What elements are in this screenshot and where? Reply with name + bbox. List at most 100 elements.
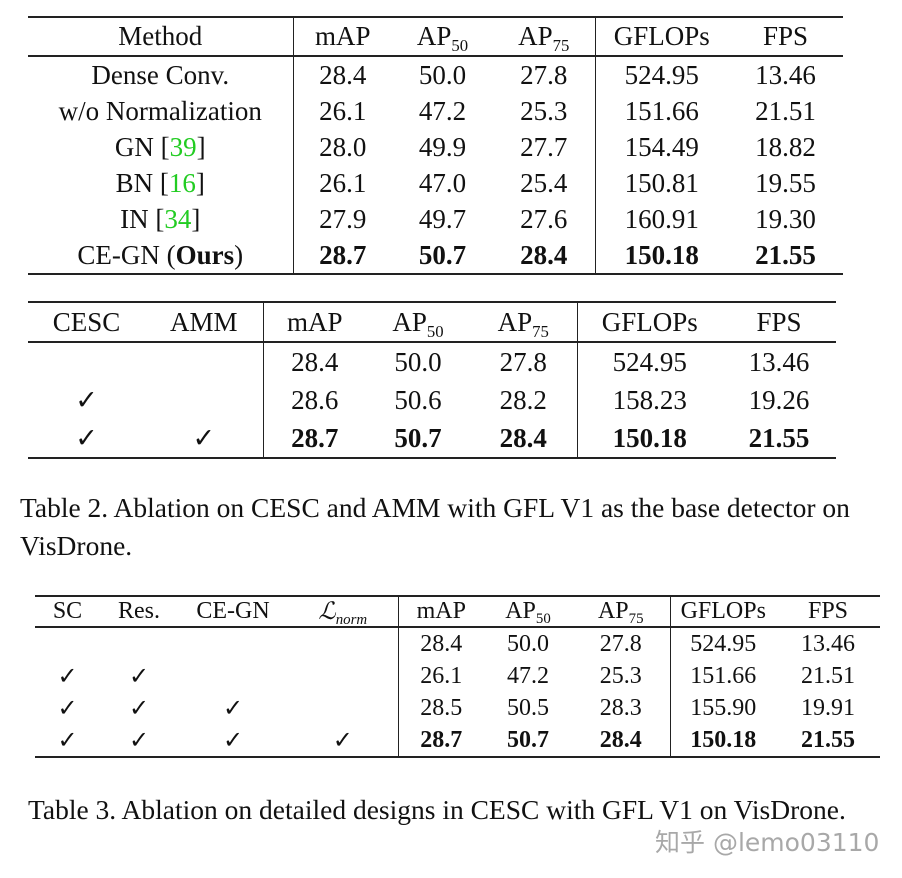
table-row: Dense Conv. 28.4 50.0 27.8 524.95 13.46 (28, 56, 843, 93)
method-name: w/o Normalization (58, 95, 262, 126)
method-highlight: Ours (175, 239, 235, 270)
value-cell: 150.18 (576, 419, 722, 458)
column-header: AP75 (493, 17, 595, 56)
value-cell: 50.7 (418, 239, 467, 270)
value-cell: 151.66 (594, 93, 728, 129)
header-subscript: 75 (552, 35, 570, 55)
value-cell: 27.7 (520, 131, 568, 162)
value-cell: 50.6 (394, 384, 442, 415)
column-header: FPS (776, 596, 880, 627)
column-header: Res. (100, 596, 178, 627)
value-cell: 26.1 (292, 93, 392, 129)
value-cell: 26.1 (292, 165, 392, 201)
header-text: AP (518, 21, 553, 51)
column-header: GFLOPs (576, 302, 722, 342)
citation-link[interactable]: 16 (168, 167, 196, 198)
value-cell: 150.18 (669, 724, 776, 757)
checkmark-cell: ✓ (222, 727, 244, 754)
column-header: ℒnorm (288, 596, 398, 629)
value-cell: 13.46 (801, 630, 855, 657)
value-cell: 28.4 (520, 239, 568, 270)
value-cell: 49.7 (418, 203, 467, 234)
header-subscript: norm (335, 612, 368, 629)
checkmark-cell (288, 660, 398, 692)
checkmark-cell: ✓ (57, 727, 78, 754)
header-subscript: 75 (532, 321, 549, 341)
value-cell: 28.7 (262, 419, 366, 458)
column-header: SC (35, 596, 100, 627)
citation-link[interactable]: 39 (169, 131, 197, 162)
value-cell: 50.7 (394, 422, 442, 453)
value-cell: 28.7 (397, 724, 484, 757)
value-cell: 28.4 (262, 342, 366, 381)
value-cell: 155.90 (669, 692, 776, 724)
header-text: CESC (52, 306, 121, 337)
column-header: AP50 (484, 596, 572, 627)
value-cell: 21.55 (801, 726, 855, 753)
column-header: mAP (397, 596, 484, 627)
column-header: AP75 (572, 596, 670, 627)
method-cell: IN [34] (28, 201, 293, 237)
checkmark-cell: ✓ (128, 727, 150, 754)
value-cell: 50.5 (507, 694, 549, 721)
table-row: ✓ 28.6 50.6 28.2 158.23 19.26 (28, 381, 836, 419)
header-text: FPS (756, 306, 802, 337)
checkmark-cell (178, 627, 288, 660)
table-row: ✓ ✓ 26.1 47.2 25.3 151.66 21.51 (35, 660, 880, 692)
value-cell: 27.9 (292, 201, 392, 237)
column-header: mAP (292, 17, 392, 56)
value-cell: 27.8 (520, 59, 568, 90)
method-cell: CE-GN (Ours) (28, 237, 293, 274)
value-cell: 13.46 (748, 346, 810, 377)
value-cell: 21.55 (748, 422, 810, 453)
header-subscript: 50 (451, 35, 469, 55)
method-cell: Dense Conv. (28, 56, 293, 93)
value-cell: 19.30 (755, 203, 816, 234)
checkmark-cell (288, 692, 398, 724)
value-cell: 19.26 (748, 384, 810, 415)
method-bracket: ] (195, 167, 205, 198)
header-text: mAP (314, 21, 371, 51)
checkmark-cell (28, 342, 145, 381)
column-header: Method (28, 17, 293, 56)
table2-caption: Table 2. Ablation on CESC and AMM with G… (20, 492, 850, 561)
method-cell: BN [16] (28, 165, 293, 201)
method-bracket: ) (234, 239, 244, 270)
table3-caption: Table 3. Ablation on detailed designs in… (28, 794, 846, 825)
method-bracket: ] (196, 131, 206, 162)
citation-link[interactable]: 34 (164, 203, 192, 234)
checkmark-cell: ✓ (222, 695, 244, 722)
value-cell: 28.4 (292, 56, 392, 93)
method-name: GN [ (114, 131, 170, 162)
method-name: IN [ (120, 203, 165, 234)
header-text: AMM (169, 306, 238, 337)
method-name: Dense Conv. (91, 59, 230, 90)
header-text: mAP (416, 598, 466, 624)
value-cell: 28.3 (599, 694, 642, 721)
header-text: SC (52, 598, 83, 624)
value-cell: 19.91 (801, 694, 855, 721)
header-text: GFLOPs (613, 21, 710, 51)
value-cell: 150.81 (594, 165, 728, 201)
header-text: ℒ (318, 599, 336, 625)
value-cell: 50.0 (394, 346, 442, 377)
value-cell: 151.66 (669, 660, 776, 692)
table-cesc-design-ablation: SC Res. CE-GN ℒnorm mAP AP50 AP75 GFLOPs FPS 28.4… (35, 595, 880, 758)
checkmark-cell: ✓ (75, 422, 98, 453)
column-header: GFLOPs (594, 17, 728, 56)
value-cell: 25.4 (520, 167, 568, 198)
value-cell: 47.0 (418, 167, 467, 198)
header-subscript: 50 (426, 321, 444, 341)
header-text: FPS (807, 598, 849, 624)
column-header: FPS (722, 302, 836, 342)
table-row: BN [16] 26.1 47.0 25.4 150.81 19.55 (28, 165, 843, 201)
value-cell: 50.0 (418, 59, 467, 90)
value-cell: 160.91 (594, 201, 728, 237)
header-text: AP (597, 598, 629, 624)
method-bracket: ] (191, 203, 201, 234)
column-header: GFLOPs (669, 596, 776, 627)
header-text: GFLOPs (680, 598, 766, 624)
value-cell: 25.3 (599, 662, 642, 689)
value-cell: 27.8 (499, 346, 547, 377)
column-header: AMM (145, 302, 263, 342)
